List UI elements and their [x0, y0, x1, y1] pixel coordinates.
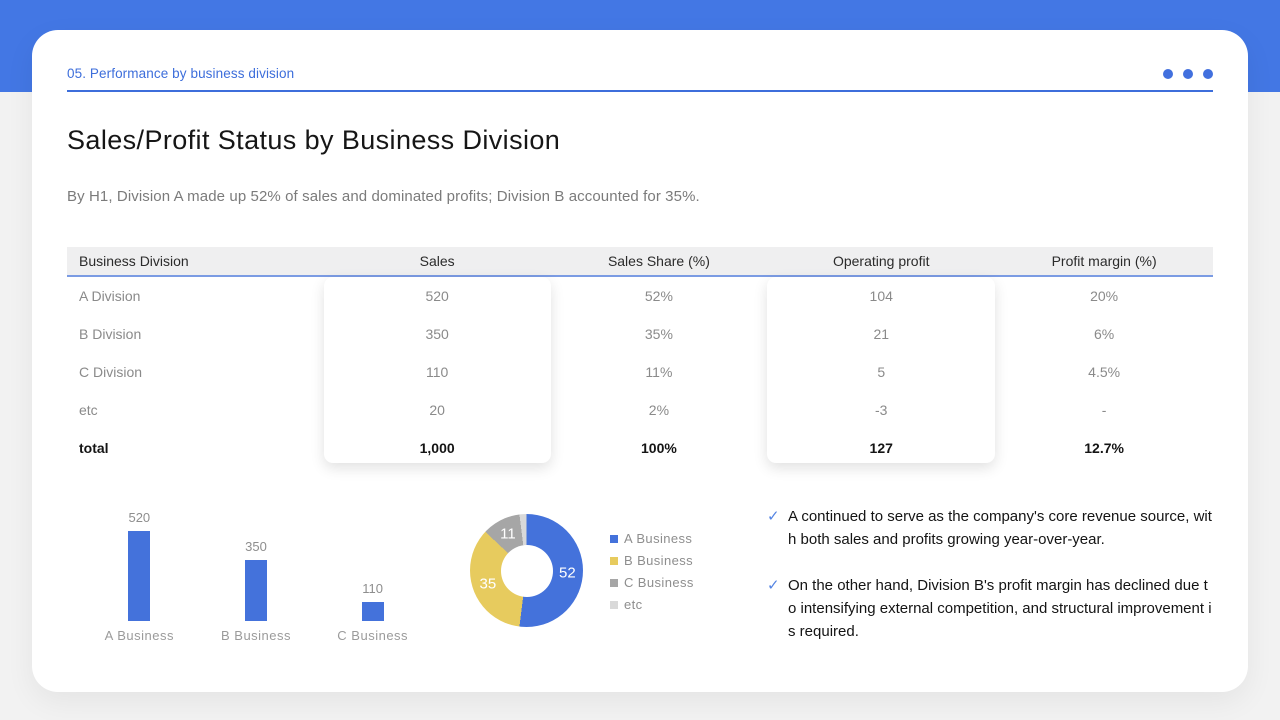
table-row: C Division 110 11% 5 4.5%	[67, 353, 1213, 391]
legend-label: A Business	[624, 531, 693, 546]
bar-group: 110 C Business	[314, 501, 431, 651]
table-row: A Division 520 52% 104 20%	[67, 277, 1213, 315]
table-row: B Division 350 35% 21 6%	[67, 315, 1213, 353]
kicker-row: 05. Performance by business division	[67, 30, 1213, 92]
table-header-cell: Operating profit	[832, 253, 930, 269]
legend-swatch	[610, 534, 618, 543]
legend-swatch	[610, 600, 618, 609]
table-row: etc 20 2% -3 -	[67, 391, 1213, 429]
donut-hole	[500, 544, 553, 597]
table-row: total 1,000 100% 127 12.7%	[67, 429, 1213, 467]
table-cell: -3	[875, 402, 888, 418]
table-cell: 104	[869, 288, 893, 304]
table-cell: B Division	[79, 326, 142, 342]
table-header-cell: Sales Share (%)	[607, 253, 710, 269]
table-cell: 1,000	[419, 440, 455, 456]
legend-label: C Business	[624, 575, 694, 590]
legend-swatch	[610, 578, 618, 587]
donut-legend: A Business B Business C Business etc	[610, 531, 694, 619]
dot-icon	[1163, 68, 1173, 79]
table-cell: 21	[873, 326, 890, 342]
table-cell: 11%	[645, 364, 673, 380]
section-kicker: 05. Performance by business division	[67, 66, 295, 81]
donut-ring: 52 35 11	[470, 514, 583, 627]
operating-profit-column-card	[767, 277, 996, 463]
table-cell: 35%	[644, 326, 673, 342]
bar-value-label: 110	[362, 581, 384, 596]
table-header-cell: Sales	[419, 253, 455, 269]
bar-group: 520 A Business	[81, 501, 198, 651]
subtitle: By H1, Division A made up 52% of sales a…	[67, 188, 700, 205]
table-cell: 20	[429, 402, 445, 418]
table-cell: 520	[425, 288, 449, 304]
table-cell: 2%	[648, 402, 670, 418]
legend-label: etc	[624, 597, 643, 612]
legend-label: B Business	[624, 553, 694, 568]
table-cell: 4.5%	[1088, 364, 1121, 380]
sales-bar-chart: 520 A Business 350 B Business 110 C Business	[81, 501, 431, 651]
page-title: Sales/Profit Status by Business Division	[67, 125, 561, 155]
legend-item: B Business	[610, 553, 694, 568]
legend-swatch	[610, 556, 618, 565]
bar	[361, 602, 384, 621]
legend-item: etc	[610, 597, 694, 612]
check-icon: ✓	[767, 508, 780, 525]
bar-group: 350 B Business	[198, 501, 315, 651]
table-cell: 100%	[641, 440, 677, 456]
note-text: A continued to serve as the company's co…	[788, 508, 1212, 548]
bar-category-label: A Business	[104, 628, 174, 643]
donut-data-label: 35	[479, 575, 497, 593]
table-header-cell: Profit margin (%)	[1051, 253, 1157, 269]
bar-value-label: 350	[245, 539, 267, 554]
insight-notes: ✓ A continued to serve as the company's c…	[767, 505, 1213, 666]
bar-category-label: B Business	[220, 628, 292, 643]
bar-category-label: C Business	[337, 628, 409, 643]
sales-profit-table: Business Division Sales Sales Share (%) Ope…	[67, 247, 1213, 467]
charts-and-notes-section: 520 A Business 350 B Business 110 C Business …	[67, 501, 1213, 661]
bar-stack: 110	[361, 501, 384, 621]
table-cell: 12.7%	[1084, 440, 1124, 456]
sales-column-card	[323, 277, 551, 463]
table-cell: A Division	[79, 288, 141, 304]
note-text: On the other hand, Division B's profit m…	[788, 577, 1212, 640]
legend-item: A Business	[610, 531, 694, 546]
check-icon: ✓	[767, 577, 780, 594]
bar	[128, 531, 151, 621]
table-cell: etc	[79, 402, 98, 418]
donut-data-label: 11	[500, 525, 516, 543]
ellipsis-dots-icon	[1163, 68, 1213, 79]
bar-stack: 520	[128, 501, 151, 621]
table-cell: 52%	[644, 288, 673, 304]
table-cell: 20%	[1090, 288, 1119, 304]
table-header-row: Business Division Sales Sales Share (%) Ope…	[67, 247, 1213, 277]
table-cell: C Division	[79, 364, 143, 380]
dot-icon	[1203, 68, 1213, 79]
note-item: ✓ On the other hand, Division B's profit …	[767, 574, 1213, 643]
dot-icon	[1183, 68, 1193, 79]
table-cell: -	[1101, 402, 1107, 418]
bar-value-label: 520	[128, 510, 151, 525]
table-cell: 127	[869, 440, 893, 456]
note-item: ✓ A continued to serve as the company's c…	[767, 505, 1213, 551]
bar	[245, 560, 267, 621]
table-header-cell: Business Division	[79, 253, 189, 269]
legend-item: C Business	[610, 575, 694, 590]
bar-stack: 350	[245, 501, 267, 621]
table-body: A Division 520 52% 104 20% B Division 350 35% 21…	[67, 277, 1213, 467]
sales-share-donut-chart: 52 35 11 A Business B Business C Business etc	[470, 501, 790, 661]
table-cell: 110	[425, 364, 449, 380]
table-cell: 5	[877, 364, 886, 380]
table-cell: 6%	[1094, 326, 1115, 342]
table-cell: total	[79, 440, 109, 456]
table-cell: 350	[425, 326, 449, 342]
slide-card: 05. Performance by business division Sal…	[32, 30, 1248, 692]
donut-data-label: 52	[559, 564, 576, 582]
